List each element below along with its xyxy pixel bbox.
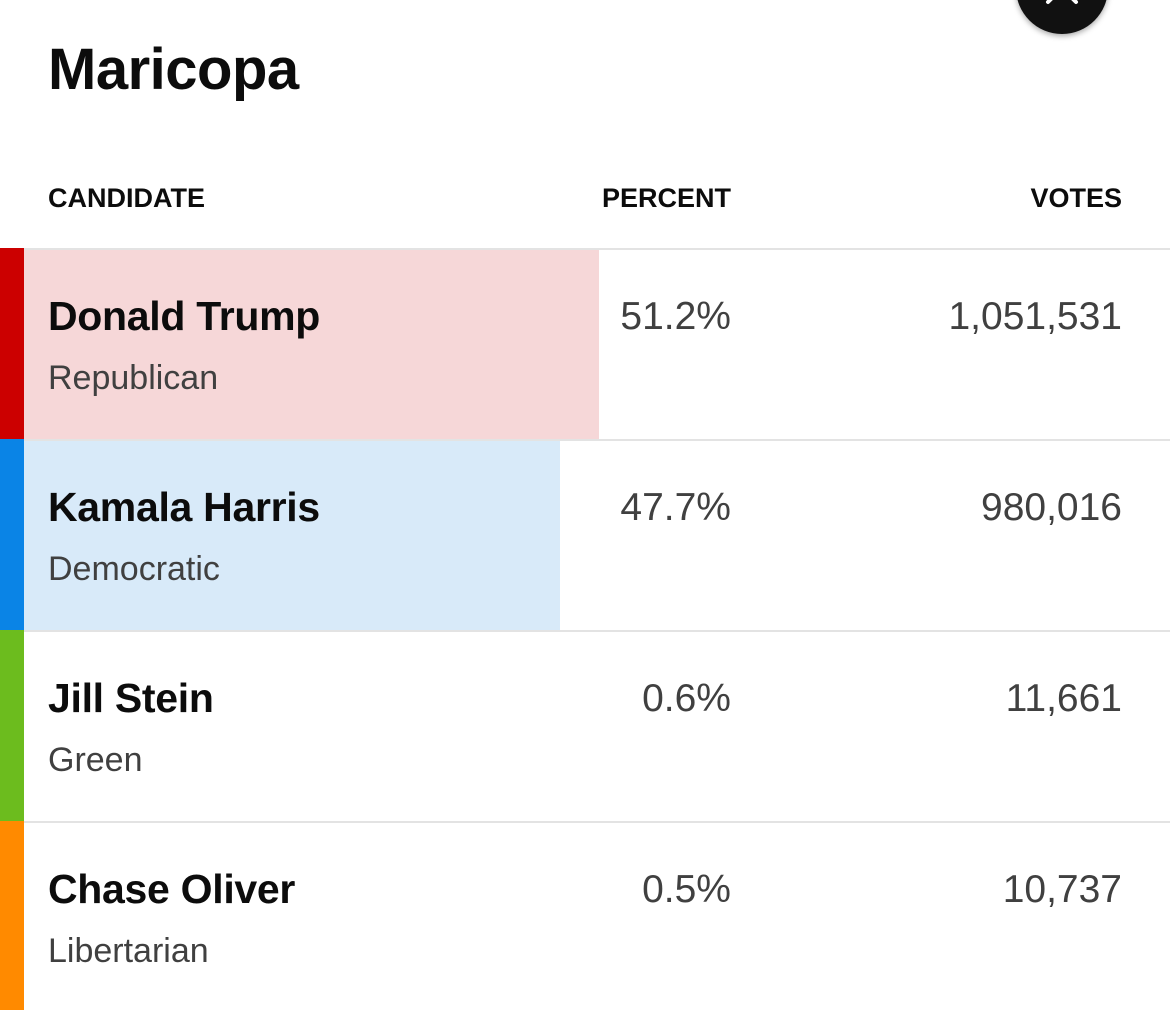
candidate-percent: 0.6%: [642, 677, 731, 720]
vote-share-fill: [24, 441, 560, 630]
close-button[interactable]: [1016, 0, 1108, 34]
vote-share-fill: [24, 632, 31, 821]
party-color-bar: [0, 248, 24, 439]
results-table: Donald Trump Republican 51.2% 1,051,531 …: [0, 248, 1170, 1010]
header-percent: PERCENT: [601, 183, 731, 213]
candidate-votes: 1,051,531: [948, 295, 1122, 338]
table-header: CANDIDATE PERCENT VOTES: [0, 178, 1170, 218]
candidate-party: Green: [48, 741, 143, 779]
candidate-name: Kamala Harris: [48, 484, 320, 530]
vote-share-fill: [24, 823, 30, 1010]
candidate-votes: 11,661: [1005, 677, 1122, 720]
candidate-row: Kamala Harris Democratic 47.7% 980,016: [0, 439, 1170, 630]
candidate-percent: 47.7%: [620, 486, 731, 529]
candidate-row: Chase Oliver Libertarian 0.5% 10,737: [0, 821, 1170, 1010]
candidate-votes: 980,016: [981, 486, 1122, 529]
vote-share-fill: [24, 250, 599, 439]
candidate-percent: 51.2%: [620, 295, 731, 338]
candidate-votes: 10,737: [1002, 868, 1122, 911]
close-icon: [1046, 0, 1078, 4]
candidate-percent: 0.5%: [642, 868, 731, 911]
party-color-bar: [0, 821, 24, 1010]
candidate-party: Republican: [48, 359, 219, 397]
candidate-row: Jill Stein Green 0.6% 11,661: [0, 630, 1170, 821]
header-votes: VOTES: [1030, 183, 1122, 213]
party-color-bar: [0, 630, 24, 821]
candidate-row: Donald Trump Republican 51.2% 1,051,531: [0, 248, 1170, 439]
candidate-name: Chase Oliver: [48, 866, 296, 912]
header-candidate: CANDIDATE: [48, 183, 205, 213]
candidate-party: Libertarian: [48, 932, 209, 970]
candidate-name: Donald Trump: [48, 293, 321, 339]
page-title: Maricopa: [48, 37, 299, 102]
candidate-party: Democratic: [48, 550, 220, 588]
candidate-name: Jill Stein: [48, 675, 214, 721]
party-color-bar: [0, 439, 24, 630]
